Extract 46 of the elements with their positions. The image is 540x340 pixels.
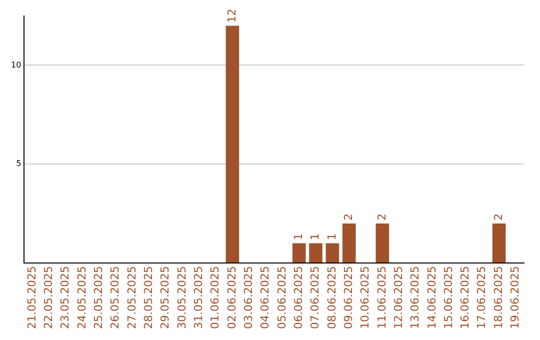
x-tick-label: 11.06.2025 [375,266,388,330]
x-tick-label: 19.06.2025 [508,266,522,330]
data-label: 12 [225,8,238,23]
x-tick-label: 14.06.2025 [425,266,438,330]
bar [342,223,356,263]
bar [492,223,506,263]
x-tick-label: 24.05.2025 [75,266,88,330]
data-label: 2 [492,213,505,220]
x-tick-label: 10.06.2025 [358,266,372,330]
bar [292,243,306,263]
data-label: 1 [308,233,322,240]
x-tick-label: 27.05.2025 [125,266,138,330]
bar [309,243,322,263]
x-tick-label: 26.05.2025 [108,266,122,330]
x-tick-label: 29.05.2025 [158,266,172,330]
x-tick-label: 31.05.2025 [192,266,205,330]
x-tick-label: 12.06.2025 [392,266,405,330]
data-label: 2 [342,213,355,220]
x-tick-label: 09.06.2025 [342,266,355,330]
x-tick-label: 04.06.2025 [258,266,272,330]
x-tick-label: 07.06.2025 [308,266,322,330]
x-tick-label: 28.05.2025 [142,266,155,330]
bar [376,223,390,263]
x-tick-label: 23.05.2025 [58,266,72,330]
y-tick-label: 10 [10,60,22,70]
x-tick-label: 17.06.2025 [475,266,488,330]
x-tick-label: 06.06.2025 [292,266,305,330]
x-tick-label: 21.05.2025 [25,266,38,330]
x-tick-label: 15.06.2025 [442,266,455,330]
x-tick-label: 30.05.2025 [175,266,188,330]
x-tick-label: 18.06.2025 [492,266,505,330]
bar [226,26,240,263]
x-tick-label: 13.06.2025 [408,266,422,330]
x-tick-label: 08.06.2025 [325,266,338,330]
x-tick-label: 25.05.2025 [92,266,106,330]
x-tick-label: 01.06.2025 [208,266,222,330]
x-tick-label: 05.06.2025 [275,266,288,330]
y-tick-label: 5 [16,159,22,168]
x-tick-label: 02.06.2025 [225,266,238,330]
data-label: 1 [325,233,338,240]
x-tick-label: 03.06.2025 [242,266,255,330]
x-tick-label: 22.05.2025 [42,266,56,330]
data-label: 2 [375,213,388,220]
data-label: 1 [292,233,305,240]
bar [326,243,340,263]
x-tick-label: 16.06.2025 [458,266,472,330]
